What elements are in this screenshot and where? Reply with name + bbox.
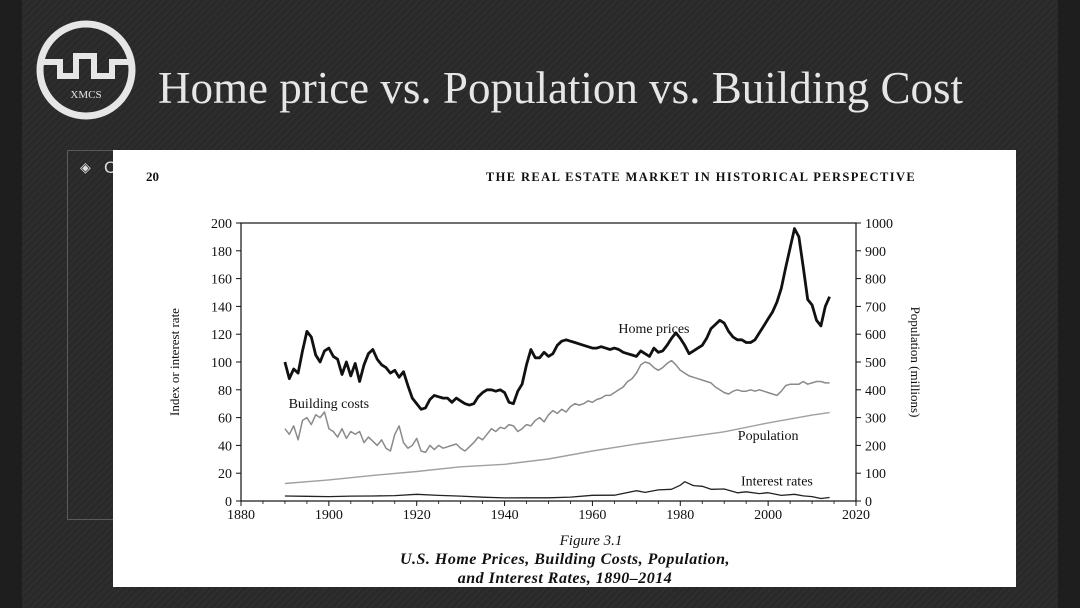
caption-line-1: U.S. Home Prices, Building Costs, Popula… xyxy=(400,551,730,568)
y-tick-label: 140 xyxy=(211,300,232,315)
caption-line-2: and Interest Rates, 1890–2014 xyxy=(458,570,673,587)
page-number: 20 xyxy=(146,169,159,184)
x-tick-label: 1900 xyxy=(315,508,343,523)
y2-tick-label: 200 xyxy=(865,439,886,454)
y-tick-label: 40 xyxy=(218,439,232,454)
figure-number: Figure 3.1 xyxy=(559,533,623,549)
series-line-interest-rates xyxy=(284,481,830,500)
x-tick-label: 2020 xyxy=(842,508,870,523)
x-tick-label: 1920 xyxy=(403,508,431,523)
x-tick-label: 1880 xyxy=(227,508,255,523)
y-tick-label: 80 xyxy=(218,384,232,399)
logo-text: XMCS xyxy=(70,89,101,101)
series-line-population xyxy=(284,411,830,485)
annotation-interest-rates: Interest rates xyxy=(741,475,813,490)
xmcs-logo: XMCS xyxy=(36,20,136,120)
x-tick-label: 1960 xyxy=(578,508,606,523)
annotation-building-costs: Building costs xyxy=(289,397,370,412)
series-line-building-costs xyxy=(284,359,830,454)
y-axis-label: Index or interest rate xyxy=(167,308,182,416)
y-tick-label: 0 xyxy=(225,495,232,510)
chart-svg: 20 THE REAL ESTATE MARKET IN HISTORICAL … xyxy=(146,169,923,587)
x-tick-label: 1940 xyxy=(491,508,519,523)
y2-tick-label: 800 xyxy=(865,273,886,288)
y2-tick-label: 1000 xyxy=(865,217,893,232)
y-tick-label: 200 xyxy=(211,217,232,232)
slide-title: Home price vs. Population vs. Building C… xyxy=(158,63,963,113)
y-tick-label: 180 xyxy=(211,245,232,260)
y-tick-label: 20 xyxy=(218,467,232,482)
y2-tick-label: 400 xyxy=(865,384,886,399)
y2-tick-label: 600 xyxy=(865,328,886,343)
y-tick-label: 100 xyxy=(211,356,232,371)
series-line-home-prices xyxy=(283,227,831,411)
y2-tick-label: 500 xyxy=(865,356,886,371)
y2-tick-label: 900 xyxy=(865,245,886,260)
y-tick-label: 120 xyxy=(211,328,232,343)
x-tick-label: 2000 xyxy=(754,508,782,523)
chart-marks: Home prices Building costs Population Inter… xyxy=(283,227,831,500)
content-box xyxy=(67,150,128,520)
annotation-home-prices: Home prices xyxy=(618,322,689,337)
x-tick-label: 1980 xyxy=(666,508,694,523)
bullet-diamond-icon: ◈ xyxy=(80,160,91,176)
chart-axes: 1880 1900 1920 1940 1960 1980 2000 202002040608… xyxy=(211,217,893,523)
y2-tick-label: 0 xyxy=(865,495,872,510)
annotation-population: Population xyxy=(738,429,799,444)
y2-axis-label: Population (millions) xyxy=(908,307,923,418)
running-head: THE REAL ESTATE MARKET IN HISTORICAL PER… xyxy=(486,170,916,184)
book-figure: 20 THE REAL ESTATE MARKET IN HISTORICAL … xyxy=(113,150,1016,587)
y-tick-label: 60 xyxy=(218,412,232,427)
y-tick-label: 160 xyxy=(211,273,232,288)
y2-tick-label: 100 xyxy=(865,467,886,482)
y2-tick-label: 700 xyxy=(865,300,886,315)
y2-tick-label: 300 xyxy=(865,412,886,427)
